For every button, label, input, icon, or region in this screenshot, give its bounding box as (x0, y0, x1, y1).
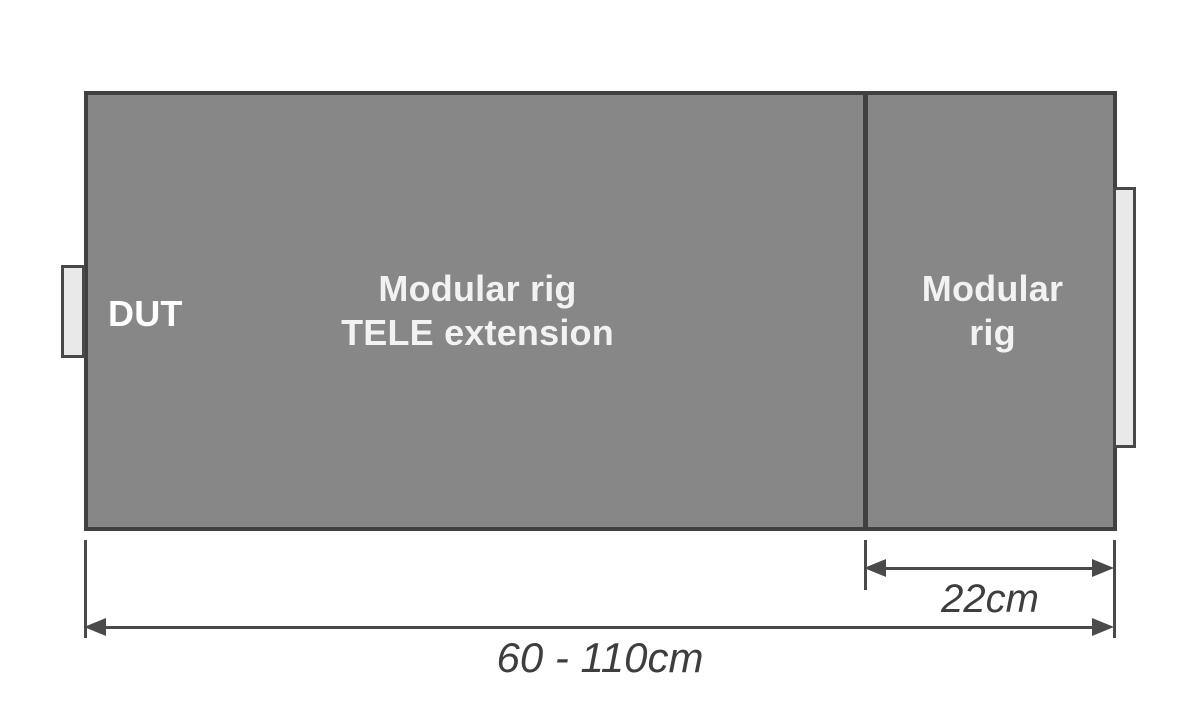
dimension-line-total (106, 626, 1094, 629)
rig-body (84, 91, 1117, 531)
arrow-left-total (84, 618, 106, 636)
right-connector-tab (1113, 187, 1136, 448)
dut-label: DUT (108, 293, 183, 334)
arrow-right-22cm (1092, 559, 1114, 577)
section-divider (863, 91, 868, 531)
dimension-label-22cm: 22cm (941, 577, 1039, 621)
left-connector-tab (61, 265, 85, 358)
arrow-right-total (1092, 618, 1114, 636)
extension-line-left (84, 540, 87, 638)
dimension-label-total: 60 - 110cm (496, 634, 704, 681)
arrow-left-22cm (864, 559, 886, 577)
modular-rig-label: Modular rig (921, 268, 1064, 353)
extension-line-right (1113, 540, 1116, 638)
tele-extension-label: Modular rig TELE extension (341, 268, 614, 353)
dimension-line-22cm (886, 567, 1094, 570)
